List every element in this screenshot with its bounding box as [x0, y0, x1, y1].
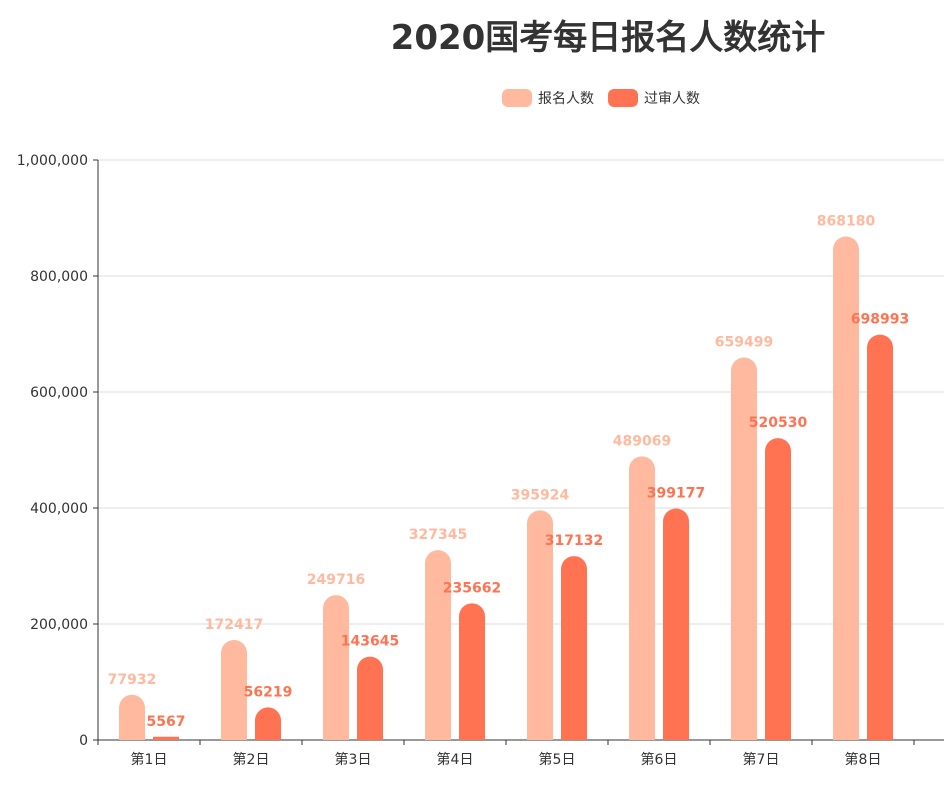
legend-swatch-applicants	[502, 89, 532, 107]
data-label-applicants: 77932	[108, 672, 157, 688]
x-tick-label: 第6日	[641, 751, 678, 768]
legend-item-approved[interactable]: 过审人数	[608, 88, 700, 108]
chart-title: 2020国考每日报名人数统计	[390, 18, 826, 58]
legend-label-approved: 过审人数	[644, 91, 700, 107]
data-label-applicants: 395924	[511, 487, 570, 503]
bar-approved	[255, 707, 281, 740]
data-label-applicants: 249716	[307, 572, 365, 588]
y-tick-label: 800,000	[30, 269, 88, 285]
bar-applicants	[425, 550, 451, 740]
x-tick-label: 第7日	[743, 751, 780, 768]
y-tick-label: 1,000,000	[17, 153, 88, 169]
bar-applicants	[221, 639, 247, 740]
data-label-approved: 698993	[851, 312, 909, 328]
data-label-applicants: 172417	[205, 617, 263, 633]
legend-swatch-approved	[608, 89, 638, 107]
x-tick-label: 第3日	[335, 751, 372, 768]
bar-approved	[153, 736, 179, 740]
bar-applicants	[731, 357, 757, 740]
x-tick-label: 第5日	[539, 751, 576, 768]
x-tick-label: 第8日	[845, 751, 882, 768]
bar-applicants	[629, 456, 655, 740]
data-label-approved: 5567	[147, 714, 186, 730]
data-label-approved: 56219	[244, 684, 293, 700]
x-tick-label: 第1日	[131, 751, 168, 768]
legend-item-applicants[interactable]: 报名人数	[502, 88, 594, 108]
y-tick-label: 600,000	[30, 385, 88, 401]
data-label-approved: 235662	[443, 580, 501, 596]
data-label-approved: 143645	[341, 634, 399, 650]
x-tick-label: 第4日	[437, 751, 474, 768]
bar-approved	[357, 656, 383, 740]
data-label-applicants: 489069	[613, 433, 671, 449]
bar-approved	[663, 508, 689, 740]
data-label-applicants: 327345	[409, 527, 467, 543]
bar-approved	[561, 556, 587, 740]
bar-approved	[459, 603, 485, 740]
legend[interactable]: 报名人数 过审人数	[502, 88, 714, 108]
data-label-applicants: 868180	[817, 213, 876, 229]
data-label-approved: 317132	[545, 533, 603, 549]
x-tick-label: 第2日	[233, 751, 270, 768]
data-label-approved: 520530	[749, 415, 808, 431]
y-tick-label: 0	[79, 733, 88, 749]
y-tick-label: 200,000	[30, 617, 88, 633]
y-tick-label: 400,000	[30, 501, 88, 517]
bar-applicants	[527, 510, 553, 740]
bar-applicants	[119, 694, 145, 740]
bar-applicants	[833, 236, 859, 740]
bar-approved	[867, 334, 893, 740]
data-label-approved: 399177	[647, 485, 705, 501]
bar-applicants	[323, 595, 349, 740]
bar-approved	[765, 438, 791, 740]
legend-label-applicants: 报名人数	[538, 91, 594, 107]
data-label-applicants: 659499	[715, 334, 773, 350]
